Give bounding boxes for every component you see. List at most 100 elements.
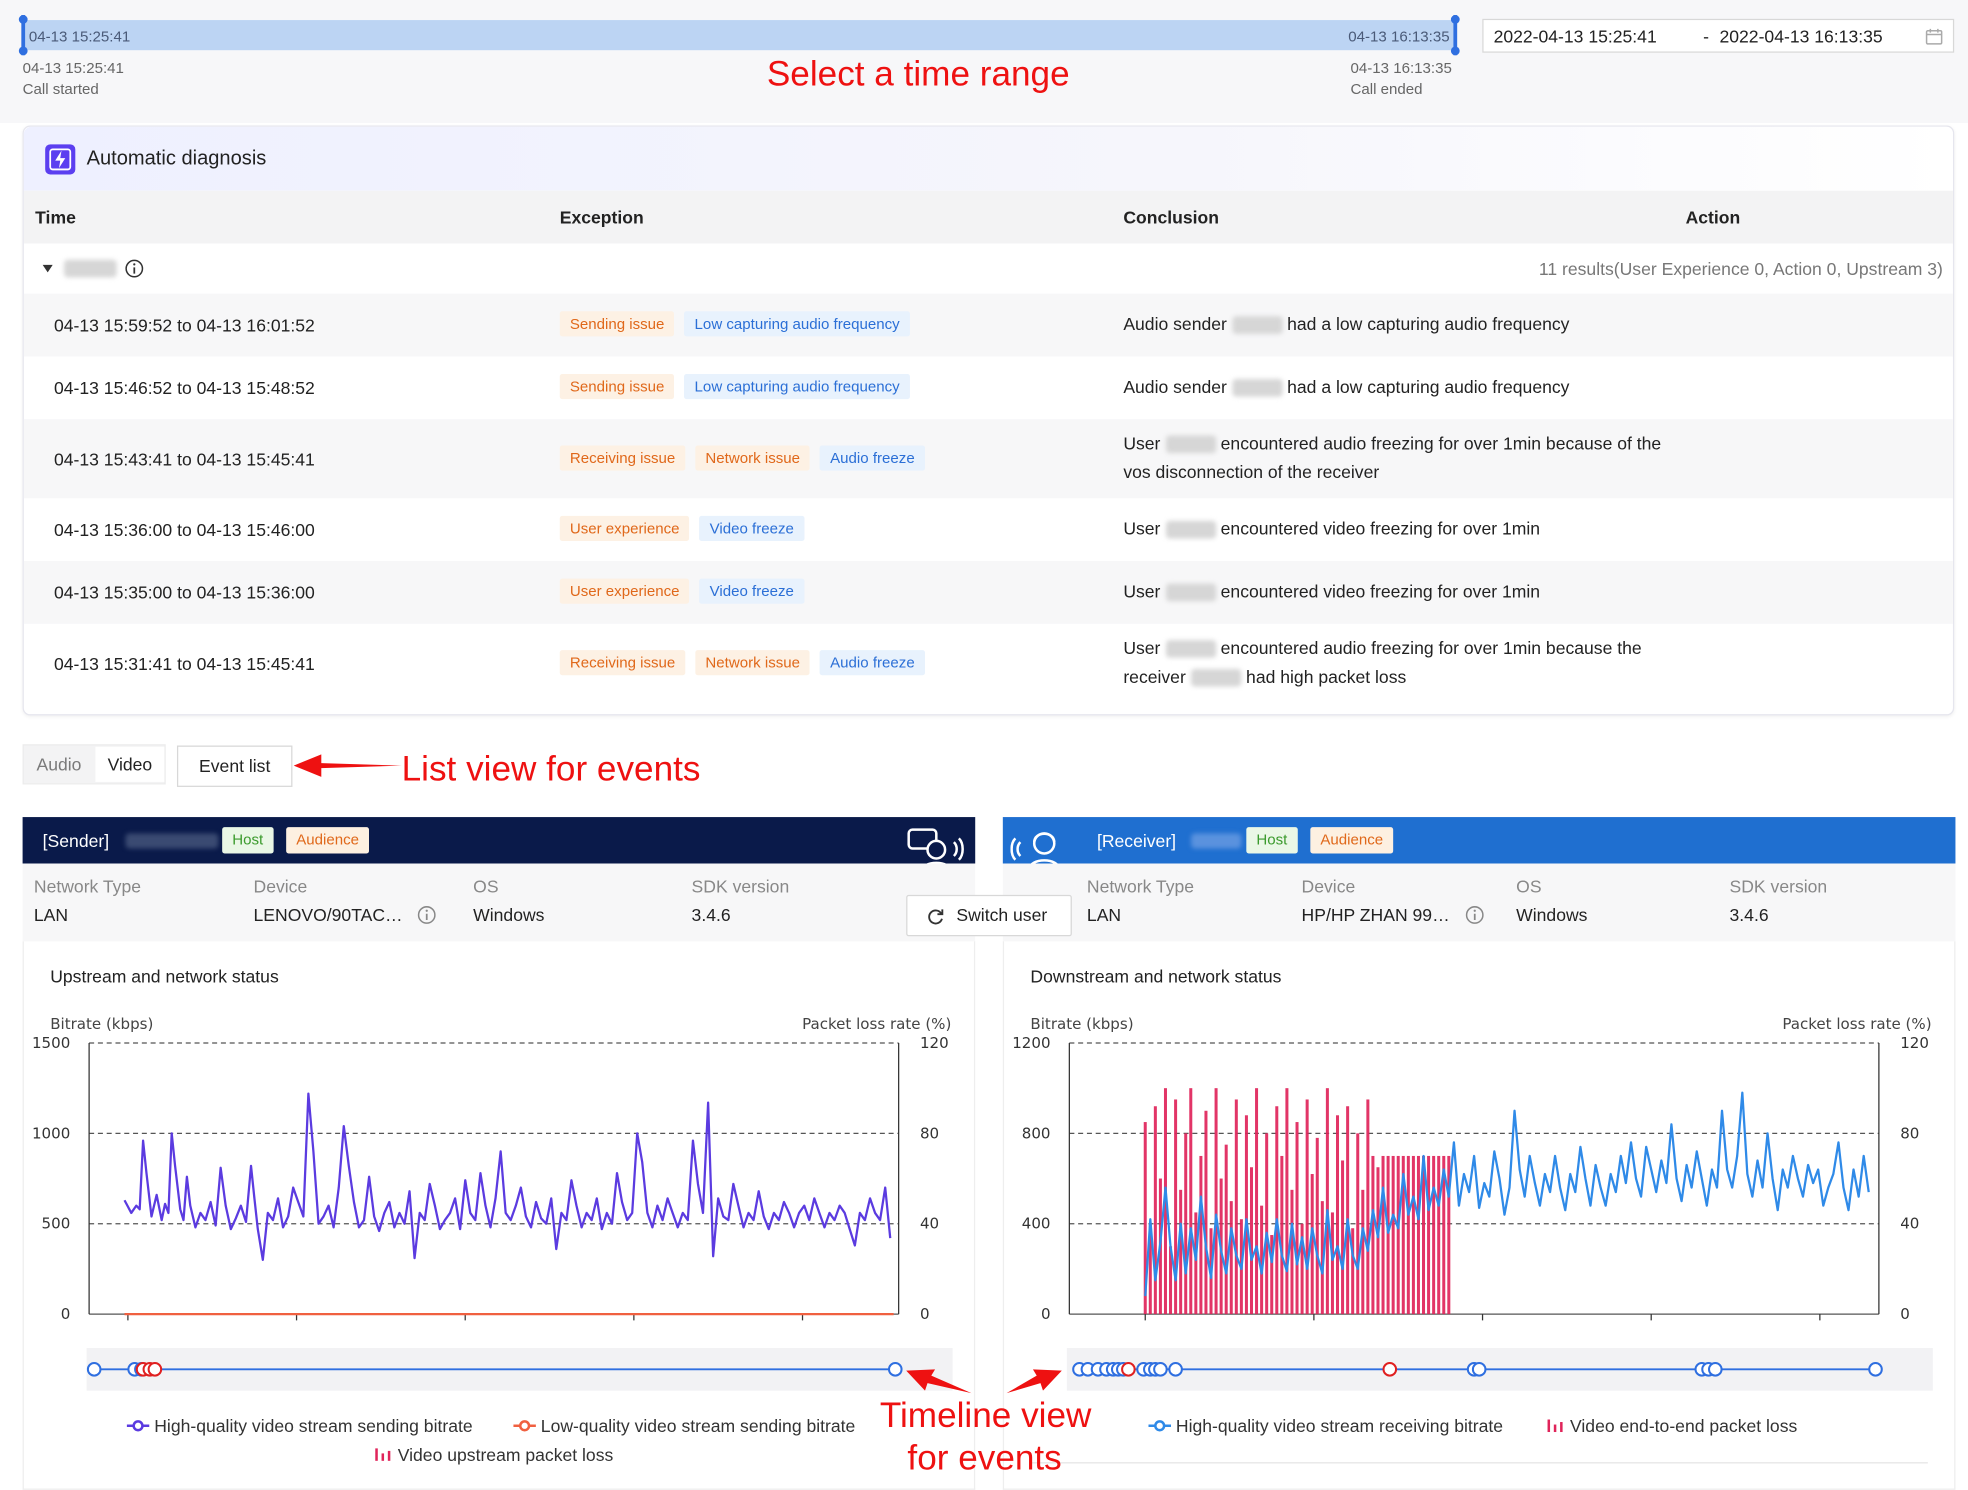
sender-timeline[interactable] [24,1347,974,1392]
legend-label: Low-quality video stream sending bitrate [540,1415,856,1436]
blurred-user-id [1231,379,1283,397]
results-summary: 11 results(User Experience 0, Action 0, … [1538,258,1943,279]
range-end-handle[interactable] [1453,15,1458,56]
table-row[interactable]: 04-13 15:31:41 to 04-13 15:45:41 Receivin… [24,624,1953,703]
table-row[interactable]: 04-13 15:35:00 to 04-13 15:36:00 User exp… [23,561,1953,624]
table-row[interactable]: 04-13 15:36:00 to 04-13 15:46:00 User exp… [24,498,1953,561]
event-list-button[interactable]: Event list [176,745,293,787]
annotation-arrow-left [293,754,402,777]
row-conclusion: Audio sender had a low capturing audio fr… [1123,373,1675,402]
table-row[interactable]: 04-13 15:59:52 to 04-13 16:01:52 Sending … [23,293,1953,357]
table-row[interactable]: 04-13 15:46:52 to 04-13 15:48:52 Sending … [24,356,1953,419]
row-time: 04-13 15:31:41 to 04-13 15:45:41 [53,653,315,674]
blurred-user-id [1231,316,1283,335]
legend-hq-receiving[interactable]: High-quality video stream receiving bitr… [1148,1416,1503,1436]
legend-hq-sending[interactable]: High-quality video stream sending bitrat… [126,1416,473,1436]
packet-loss-bar [1325,1088,1329,1315]
receiver-chart-box: Downstream and network status Bitrate (k… [1002,941,1956,1490]
exception-tag: Video freeze [699,578,804,604]
exception-tag: Low capturing audio frequency [684,311,910,337]
annotation-arrows [906,1369,1062,1394]
packet-loss-bar [1179,1189,1183,1315]
sdk-label: SDK version [691,876,790,897]
packet-loss-bar [1386,1155,1390,1315]
annotation-list-view: List view for events [401,749,701,789]
timeline-exception-marker [1121,1362,1136,1377]
calendar-icon[interactable] [1925,28,1943,46]
receiver-timeline[interactable] [1004,1347,1954,1392]
range-end-handle-dot[interactable] [1450,46,1460,56]
packet-loss-bar [1280,1155,1284,1315]
conclusion-text: had a low capturing audio frequency [1287,376,1570,397]
user-group-row[interactable]: 11 results(User Experience 0, Action 0, … [24,243,1953,293]
info-icon[interactable] [124,259,144,279]
legend-e2e-packet-loss[interactable]: Video end-to-end packet loss [1545,1416,1797,1436]
range-start-handle[interactable] [21,15,26,56]
conclusion-text: had high packet loss [1246,666,1407,687]
exception-tag: Sending issue [559,311,675,337]
conclusion-text: User [1123,581,1161,602]
divider [1029,1462,1928,1464]
device-value: HP/HP ZHAN 99… [1301,904,1450,926]
exception-tag: Audio freeze [820,445,925,471]
tab-video[interactable]: Video [95,746,165,782]
conclusion-text: Audio sender [1123,313,1227,334]
receiver-panel: [Receiver] Host Audience Network Type LA… [1002,817,1956,1490]
diagnosis-header: Automatic diagnosis [23,126,1953,191]
annotation-timeline-view-2: for events [907,1438,1062,1478]
blurred-user-id [1165,435,1216,454]
range-start-handle-dot[interactable] [18,15,28,24]
row-conclusion: User encountered audio freezing for over … [1123,429,1675,487]
legend-label: High-quality video stream receiving bitr… [1175,1415,1504,1436]
packet-loss-bar [1396,1155,1400,1315]
picker-end-value[interactable]: 2022-04-13 16:13:35 [1719,26,1883,47]
os-value: Windows [1516,904,1588,926]
legend-line-icon [1148,1420,1172,1432]
date-range-picker[interactable]: 2022-04-13 15:25:41 - 2022-04-13 16:13:3… [1482,18,1955,53]
time-range-slider[interactable]: 04-13 15:25:41 04-13 16:13:35 [18,15,1460,56]
packet-loss-bar [1163,1088,1167,1315]
receiver-info-strip: Network Type LAN Device HP/HP ZHAN 99… O… [1002,863,1956,942]
range-start-bar-label: 04-13 15:25:41 [28,27,131,46]
caret-down-icon[interactable] [41,264,54,274]
exception-tag: User experience [559,515,690,541]
device-label: Device [253,876,308,897]
range-start-handle-dot[interactable] [18,46,28,56]
packet-loss-bar [1401,1155,1405,1315]
info-icon[interactable] [417,905,437,925]
sender-panel: [Sender] Host Audience Network Type LAN … [22,817,976,1490]
row-time: 04-13 15:43:41 to 04-13 15:45:41 [53,449,315,470]
table-row[interactable]: 04-13 15:43:41 to 04-13 15:45:41 Receivin… [23,419,1953,499]
legend-upstream-packet-loss[interactable]: Video upstream packet loss [373,1445,613,1465]
range-end-handle-dot[interactable] [1450,15,1460,24]
exception-tag: Receiving issue [559,445,686,471]
packet-loss-bar [1285,1088,1289,1315]
legend-lq-sending[interactable]: Low-quality video stream sending bitrate [513,1416,855,1436]
row-time: 04-13 15:35:00 to 04-13 15:36:00 [53,582,315,603]
info-icon[interactable] [1465,905,1485,925]
picker-separator: - [1703,26,1710,47]
sender-header: [Sender] Host Audience [22,817,976,873]
blurred-user-id [125,833,219,849]
packet-loss-bar [1432,1155,1436,1315]
y-tick-label: 1500 [32,1034,70,1052]
packet-loss-bar [1315,1137,1319,1315]
packet-loss-bar [1229,1201,1233,1315]
packet-loss-bar [1143,1122,1147,1315]
row-tags: Sending issue Low capturing audio frequen… [559,311,910,337]
tab-audio[interactable]: Audio [36,754,82,775]
packet-loss-bar [1361,1189,1365,1315]
packet-loss-bar [1442,1155,1446,1315]
switch-user-label: Switch user [956,904,1048,926]
sdk-value: 3.4.6 [1729,904,1769,926]
blurred-user-id [1165,640,1216,659]
legend-label: Video end-to-end packet loss [1569,1415,1798,1436]
packet-loss-bar [1366,1099,1370,1315]
row-tags: Receiving issue Network issue Audio freeze [559,445,925,471]
series-line [1144,1091,1870,1297]
exception-tag: Network issue [695,445,811,471]
legend-line-icon [126,1420,150,1432]
picker-start-value[interactable]: 2022-04-13 15:25:41 [1493,26,1657,47]
switch-user-button[interactable]: Switch user [906,894,1072,937]
